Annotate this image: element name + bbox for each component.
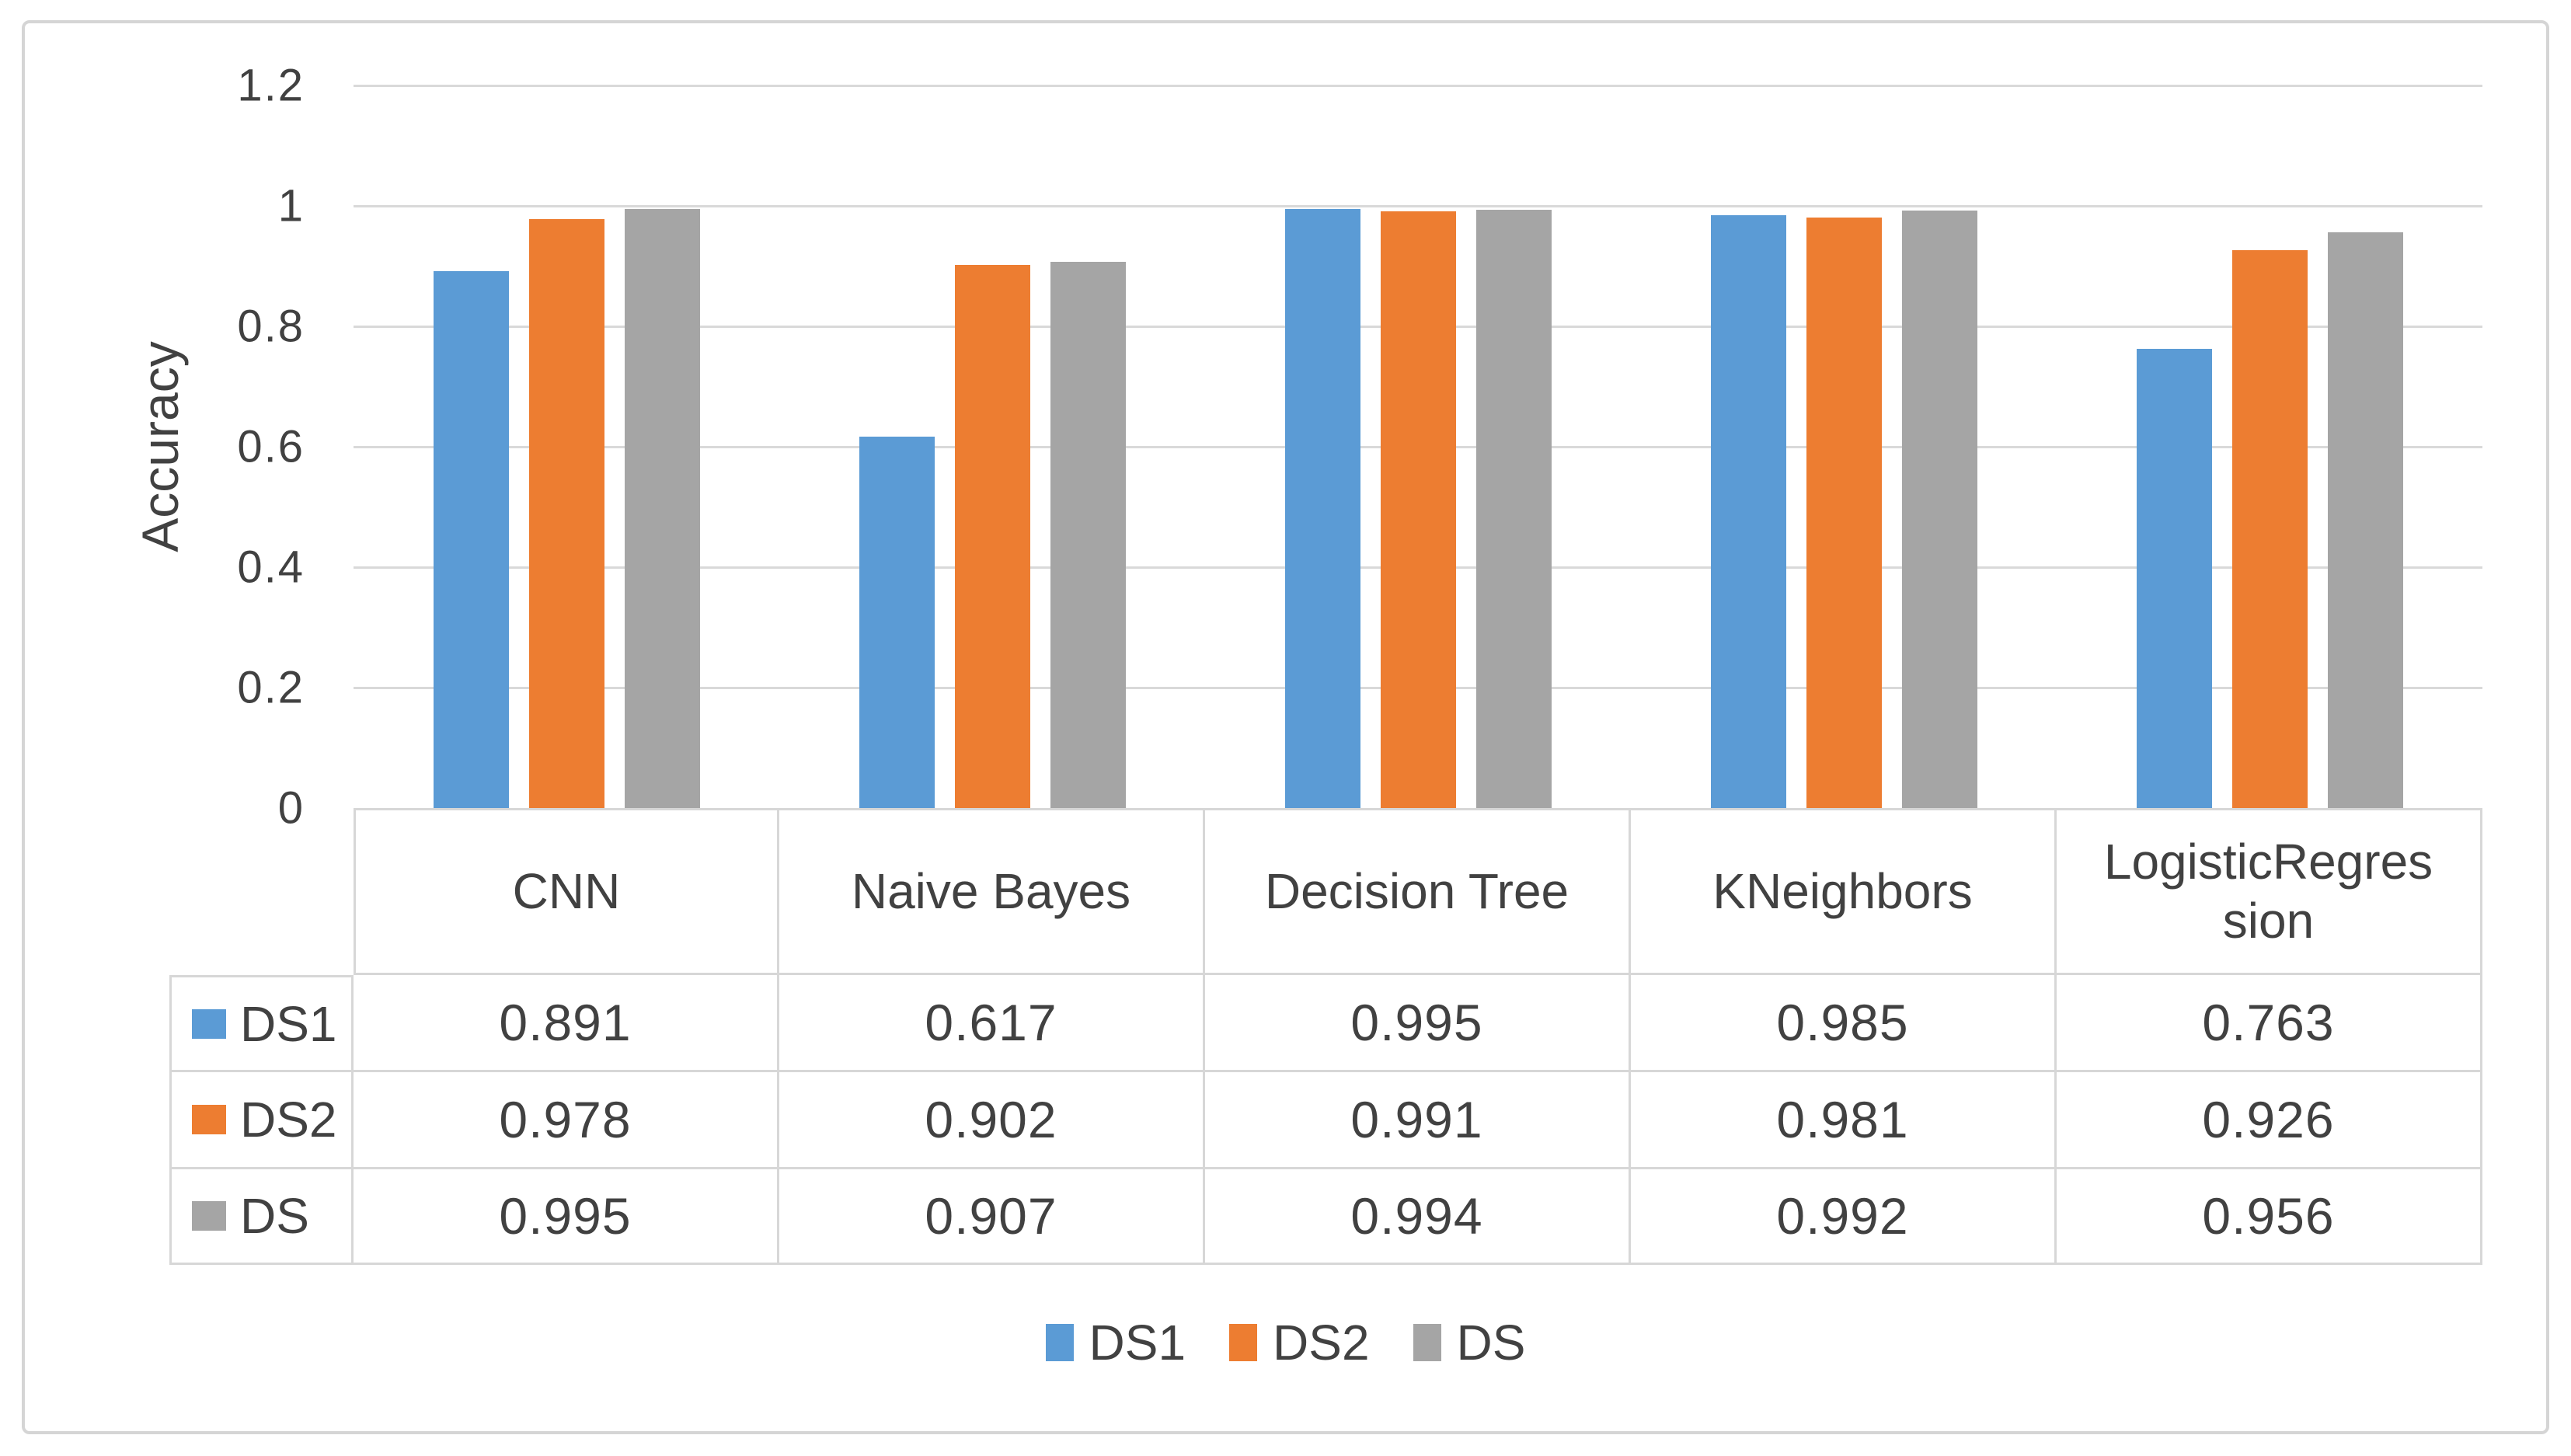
table-value-ds1-cnn: 0.891 <box>354 975 779 1072</box>
legend-item-ds2: DS2 <box>1229 1314 1370 1371</box>
bar-ds-kneighbors <box>1901 211 1977 808</box>
legend: DS1 DS2 DS <box>0 1311 2571 1374</box>
table-value-ds-logisticregression: 0.956 <box>2057 1169 2482 1265</box>
table-header-decision-tree: Decision Tree <box>1205 808 1631 975</box>
bar-ds1-logisticregression <box>2136 348 2212 808</box>
table-header-line: CNN <box>512 862 621 919</box>
series-swatch-ds <box>192 1201 226 1231</box>
table-value-ds2-logisticregression: 0.926 <box>2057 1072 2482 1169</box>
table-header-kneighbors: KNeighbors <box>1631 808 2057 975</box>
data-table: CNN Naive Bayes Decision Tree KNeighbors Log… <box>169 808 2482 1265</box>
series-swatch-ds1 <box>192 1008 226 1039</box>
legend-swatch-ds <box>1413 1324 1441 1361</box>
y-tick-label-0: 0 <box>277 782 305 834</box>
bar-ds-cnn <box>624 208 700 808</box>
table-value-ds2-naive-bayes: 0.902 <box>779 1072 1205 1169</box>
series-label-ds: DS <box>240 1188 309 1244</box>
gridline-y-1.2 <box>354 85 2482 87</box>
table-value-ds1-kneighbors: 0.985 <box>1631 975 2057 1072</box>
table-value-ds1-logisticregression: 0.763 <box>2057 975 2482 1072</box>
table-header-line: Decision Tree <box>1264 862 1569 919</box>
table-header-line: LogisticRegres <box>2103 833 2433 890</box>
bar-ds2-logisticregression <box>2231 250 2308 808</box>
bar-ds2-cnn <box>528 219 604 808</box>
bar-ds1-decision-tree <box>1284 208 1360 808</box>
gridline-y-1 <box>354 205 2482 207</box>
table-value-ds2-kneighbors: 0.981 <box>1631 1072 2057 1169</box>
bar-ds2-decision-tree <box>1380 211 1456 808</box>
legend-label-ds2: DS2 <box>1273 1315 1370 1371</box>
series-label-ds2: DS2 <box>240 1092 337 1148</box>
bar-ds-naive-bayes <box>1050 262 1126 808</box>
table-header-line: Naive Bayes <box>851 862 1131 919</box>
table-header-line: sion <box>2222 892 2315 949</box>
y-axis-tick-labels: 0 0.2 0.4 0.6 0.8 1 1.2 <box>0 0 305 1456</box>
series-label-ds1: DS1 <box>240 995 337 1052</box>
table-header-logisticregression: LogisticRegres sion <box>2057 808 2482 975</box>
y-tick-label-0.8: 0.8 <box>237 301 305 352</box>
y-tick-label-0.6: 0.6 <box>237 421 305 472</box>
bar-ds-decision-tree <box>1475 209 1552 808</box>
table-value-ds1-naive-bayes: 0.617 <box>779 975 1205 1072</box>
y-tick-label-1.2: 1.2 <box>237 60 305 111</box>
table-row-header-ds2: DS2 <box>169 1072 354 1169</box>
bar-ds2-naive-bayes <box>954 264 1030 808</box>
bar-ds1-naive-bayes <box>859 436 935 808</box>
table-value-ds-cnn: 0.995 <box>354 1169 779 1265</box>
table-value-ds-kneighbors: 0.992 <box>1631 1169 2057 1265</box>
legend-label-ds1: DS1 <box>1089 1315 1186 1371</box>
table-row-header-ds1: DS1 <box>169 975 354 1072</box>
table-value-ds2-decision-tree: 0.991 <box>1205 1072 1631 1169</box>
legend-swatch-ds2 <box>1229 1324 1258 1361</box>
table-corner-cell <box>169 808 354 975</box>
table-value-ds1-decision-tree: 0.995 <box>1205 975 1631 1072</box>
bar-ds1-cnn <box>433 271 509 808</box>
table-header-line: KNeighbors <box>1712 862 1973 919</box>
table-value-ds-naive-bayes: 0.907 <box>779 1169 1205 1265</box>
table-header-naive-bayes: Naive Bayes <box>779 808 1205 975</box>
table-row-header-ds: DS <box>169 1169 354 1265</box>
y-tick-label-0.2: 0.2 <box>237 662 305 713</box>
legend-swatch-ds1 <box>1045 1324 1074 1361</box>
legend-item-ds1: DS1 <box>1045 1314 1186 1371</box>
legend-item-ds: DS <box>1413 1314 1526 1371</box>
bar-ds2-kneighbors <box>1806 217 1882 808</box>
y-tick-label-0.4: 0.4 <box>237 542 305 593</box>
series-swatch-ds2 <box>192 1105 226 1134</box>
table-header-cnn: CNN <box>354 808 779 975</box>
table-value-ds2-cnn: 0.978 <box>354 1072 779 1169</box>
plot-area <box>354 85 2482 808</box>
table-value-ds-decision-tree: 0.994 <box>1205 1169 1631 1265</box>
y-tick-label-1: 1 <box>277 180 305 232</box>
bar-ds-logisticregression <box>2327 232 2403 808</box>
bar-ds1-kneighbors <box>1710 214 1786 808</box>
legend-label-ds: DS <box>1456 1315 1526 1371</box>
